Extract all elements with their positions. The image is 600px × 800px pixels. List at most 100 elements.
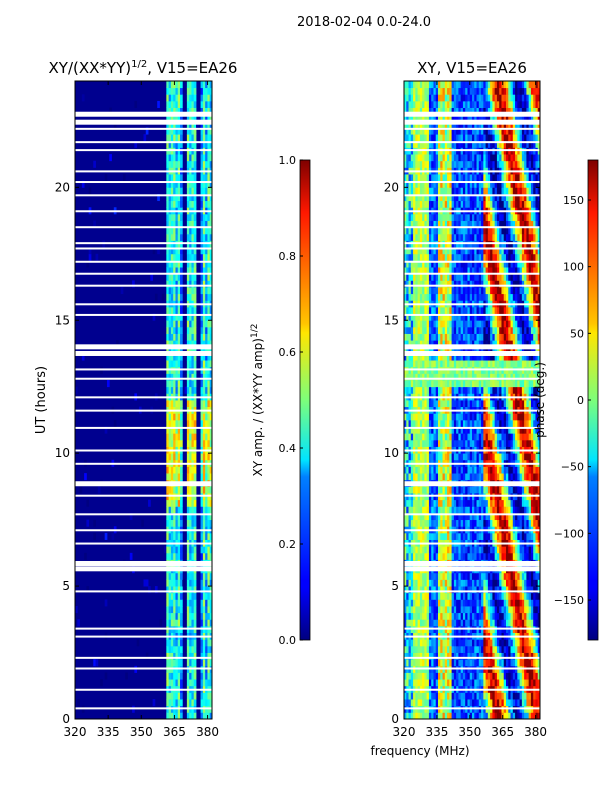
phase-cell xyxy=(442,606,446,614)
phase-cell xyxy=(515,672,518,680)
phase-cell xyxy=(521,512,525,521)
phase-cell xyxy=(499,699,502,707)
phase-cell xyxy=(528,619,532,627)
phase-cell xyxy=(410,400,414,408)
phase-cell xyxy=(410,679,414,687)
phase-cell xyxy=(444,499,448,507)
amplitude-cell xyxy=(202,247,206,255)
phase-cell xyxy=(444,486,448,494)
amplitude-cell xyxy=(207,81,211,89)
phase-cell xyxy=(496,572,500,580)
amplitude-cell xyxy=(175,260,179,268)
phase-cell xyxy=(506,699,509,707)
phase-cell xyxy=(415,712,418,720)
amplitude-cell xyxy=(189,87,192,95)
phase-cell xyxy=(438,413,441,421)
amplitude-cell xyxy=(173,612,176,620)
phase-cell xyxy=(426,433,430,441)
amplitude-cell xyxy=(93,220,96,228)
phase-cell xyxy=(438,672,441,680)
phase-cell xyxy=(501,692,505,700)
amplitude-cell xyxy=(177,107,181,115)
amplitude-cell xyxy=(191,94,195,102)
amplitude-cell xyxy=(189,386,192,394)
phase-cell xyxy=(499,453,502,461)
phase-cell xyxy=(447,606,450,614)
amplitude-cell xyxy=(193,572,197,580)
phase-cell xyxy=(433,592,437,600)
phase-cell xyxy=(444,552,448,560)
phase-cell xyxy=(442,386,446,394)
phase-cell xyxy=(410,699,414,707)
phase-cell xyxy=(533,572,536,580)
amplitude-cell xyxy=(207,227,211,235)
phase-cell xyxy=(517,532,520,540)
phase-cell xyxy=(433,699,437,707)
phase-cell xyxy=(440,712,443,720)
phase-cell xyxy=(453,659,457,667)
phase-cell xyxy=(419,499,423,507)
phase-cell xyxy=(458,606,462,614)
amplitude-cell xyxy=(170,592,174,600)
phase-cell xyxy=(472,599,475,607)
amplitude-cell xyxy=(177,326,181,334)
amplitude-cell xyxy=(175,380,179,388)
phase-cell xyxy=(453,499,457,507)
phase-cell xyxy=(524,552,527,560)
phase-cell xyxy=(438,419,441,427)
phase-cell xyxy=(487,453,491,461)
phase-cell xyxy=(442,692,446,700)
amplitude-cell xyxy=(168,679,172,687)
amplitude-cell xyxy=(189,187,192,195)
amplitude-cell xyxy=(177,712,181,720)
phase-cell xyxy=(490,659,493,667)
phase-cell xyxy=(481,439,484,447)
phase-cell xyxy=(413,592,416,600)
amplitude-cell xyxy=(209,466,213,474)
amplitude-cell xyxy=(202,220,206,228)
phase-cell xyxy=(438,639,441,647)
phase-cell xyxy=(535,552,539,560)
phase-cell xyxy=(515,692,518,700)
phase-cell xyxy=(467,426,471,434)
phase-cell xyxy=(415,433,418,441)
phase-cell xyxy=(528,572,532,580)
amplitude-cell xyxy=(189,273,192,281)
phase-cell xyxy=(492,652,496,660)
phase-cell xyxy=(435,360,439,368)
phase-cell xyxy=(481,552,484,560)
phase-cell xyxy=(408,400,412,408)
phase-cell xyxy=(533,672,536,680)
amplitude-cell xyxy=(168,227,172,235)
phase-cell xyxy=(478,659,482,667)
amplitude-cell xyxy=(168,645,172,653)
flagged-row xyxy=(75,344,212,350)
phase-cell xyxy=(517,659,520,667)
amplitude-cell xyxy=(173,253,176,261)
phase-cell xyxy=(510,645,514,653)
amplitude-cell xyxy=(205,512,208,521)
amplitude-cell xyxy=(168,127,172,135)
phase-cell xyxy=(449,612,452,620)
phase-cell xyxy=(467,386,471,394)
amplitude-cell xyxy=(189,519,192,527)
amplitude-cell xyxy=(177,599,181,607)
phase-cell xyxy=(519,599,523,607)
amplitude-cell xyxy=(177,213,181,221)
phase-cell xyxy=(483,532,486,540)
phase-cell xyxy=(460,426,464,434)
phase-cell xyxy=(503,659,507,667)
phase-cell xyxy=(453,506,457,514)
phase-cell xyxy=(537,506,541,514)
phase-cell xyxy=(444,712,448,720)
phase-cell xyxy=(472,373,475,381)
amplitude-cell xyxy=(173,313,176,321)
phase-cell xyxy=(426,712,430,720)
x-tick-label: 320 xyxy=(64,725,87,739)
amplitude-cell xyxy=(200,466,204,474)
amplitude-cell xyxy=(200,107,204,115)
phase-cell xyxy=(474,652,477,660)
phase-cell xyxy=(419,373,423,381)
phase-cell xyxy=(472,486,475,494)
phase-cell xyxy=(435,579,439,587)
